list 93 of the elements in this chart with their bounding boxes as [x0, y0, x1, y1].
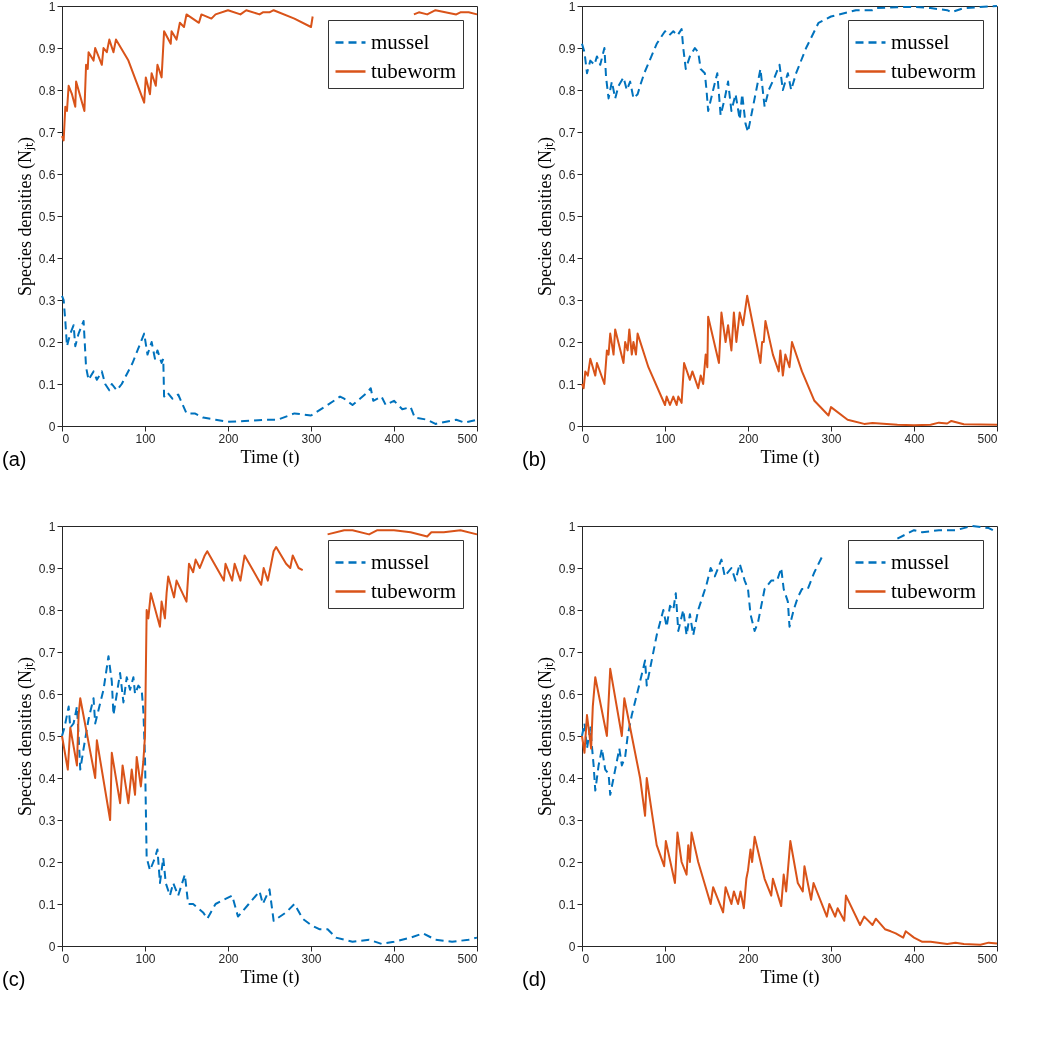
- x-tick-label: 500: [977, 951, 998, 966]
- y-tick-label: 0.7: [558, 125, 576, 140]
- y-tick-label: 0.9: [38, 41, 56, 56]
- x-tick-label: 400: [904, 431, 925, 446]
- x-tick-label: 300: [821, 431, 842, 446]
- x-tick-label: 200: [218, 431, 239, 446]
- y-tick-label: 0.8: [38, 83, 56, 98]
- x-tick-label: 200: [738, 431, 759, 446]
- y-tick-label: 1: [48, 519, 56, 534]
- y-tick-label: 0.4: [38, 771, 56, 786]
- y-tick-label: 1: [568, 519, 576, 534]
- line-series: [581, 5, 998, 133]
- y-tick-label: 0.6: [558, 687, 576, 702]
- text: (b): [522, 448, 547, 470]
- line-series: [61, 294, 478, 425]
- y-tick-label: 1: [48, 0, 56, 14]
- y-tick-label: 0.8: [558, 83, 576, 98]
- y-tick-label: 0.9: [558, 561, 576, 576]
- y-axis-title: Species densities (Nⱼₜ): [534, 137, 556, 296]
- legend-label: tubeworm: [371, 578, 457, 603]
- y-tick-label: 0.6: [38, 167, 56, 182]
- x-tick-label: 100: [655, 951, 676, 966]
- y-axis-title: Species densities (Nⱼₜ): [14, 137, 36, 296]
- x-tick-label: 100: [135, 431, 156, 446]
- x-tick-label: 300: [301, 951, 322, 966]
- y-tick-label: 0.3: [558, 293, 576, 308]
- y-tick-label: 0.1: [38, 377, 56, 392]
- y-tick-label: 0.5: [558, 209, 576, 224]
- y-tick-label: 0: [568, 419, 576, 434]
- x-tick-label: 400: [384, 951, 405, 966]
- y-tick-label: 0.2: [38, 335, 56, 350]
- y-tick-label: 0.7: [558, 645, 576, 660]
- legend-label: mussel: [891, 29, 950, 54]
- x-tick-label: 300: [301, 431, 322, 446]
- y-tick-label: 0.5: [558, 729, 576, 744]
- x-axis-title: Time (t): [240, 966, 300, 988]
- y-tick-label: 0.6: [38, 687, 56, 702]
- y-axis-title: Species densities (Nⱼₜ): [534, 657, 556, 816]
- y-tick-label: 0.6: [558, 167, 576, 182]
- x-tick-label: 100: [135, 951, 156, 966]
- legend-label: mussel: [371, 29, 430, 54]
- x-tick-label: 100: [655, 431, 676, 446]
- legend-label: mussel: [371, 549, 430, 574]
- y-tick-label: 0.3: [38, 813, 56, 828]
- legend-label: tubeworm: [891, 578, 977, 603]
- y-tick-label: 0.7: [38, 645, 56, 660]
- line-series: [581, 667, 998, 946]
- y-tick-label: 0.3: [558, 813, 576, 828]
- x-tick-label: 0: [582, 951, 590, 966]
- x-tick-label: 0: [62, 951, 70, 966]
- legend-label: tubeworm: [891, 58, 977, 83]
- x-tick-label: 500: [457, 431, 478, 446]
- text: (d): [522, 968, 547, 990]
- y-tick-label: 0.8: [558, 603, 576, 618]
- line-series: [61, 655, 478, 945]
- x-axis-title: Time (t): [240, 446, 300, 468]
- x-tick-label: 300: [821, 951, 842, 966]
- text: (c): [2, 968, 26, 990]
- x-tick-label: 200: [218, 951, 239, 966]
- y-tick-label: 0.3: [38, 293, 56, 308]
- y-tick-label: 1: [568, 0, 576, 14]
- y-tick-label: 0: [48, 939, 56, 954]
- y-tick-label: 0.1: [38, 897, 56, 912]
- y-tick-label: 0: [568, 939, 576, 954]
- y-tick-label: 0: [48, 419, 56, 434]
- x-tick-label: 0: [62, 431, 70, 446]
- y-tick-label: 0.9: [38, 561, 56, 576]
- x-axis-title: Time (t): [760, 966, 820, 988]
- y-tick-label: 0.7: [38, 125, 56, 140]
- x-tick-label: 400: [384, 431, 405, 446]
- y-tick-label: 0.4: [558, 771, 576, 786]
- y-tick-label: 0.2: [38, 855, 56, 870]
- x-tick-label: 200: [738, 951, 759, 966]
- y-axis-title: Species densities (Nⱼₜ): [14, 657, 36, 816]
- y-tick-label: 0.1: [558, 897, 576, 912]
- y-tick-label: 0.8: [38, 603, 56, 618]
- legend-label: tubeworm: [371, 58, 457, 83]
- legend-label: mussel: [891, 549, 950, 574]
- y-tick-label: 0.2: [558, 855, 576, 870]
- text: (a): [2, 448, 27, 470]
- y-tick-label: 0.9: [558, 41, 576, 56]
- y-tick-label: 0.1: [558, 377, 576, 392]
- y-tick-label: 0.2: [558, 335, 576, 350]
- y-tick-label: 0.5: [38, 729, 56, 744]
- x-tick-label: 0: [582, 431, 590, 446]
- y-tick-label: 0.4: [558, 251, 576, 266]
- y-tick-label: 0.4: [38, 251, 56, 266]
- x-tick-label: 500: [977, 431, 998, 446]
- x-tick-label: 500: [457, 951, 478, 966]
- line-series: [581, 294, 998, 427]
- y-tick-label: 0.5: [38, 209, 56, 224]
- x-tick-label: 400: [904, 951, 925, 966]
- x-axis-title: Time (t): [760, 446, 820, 468]
